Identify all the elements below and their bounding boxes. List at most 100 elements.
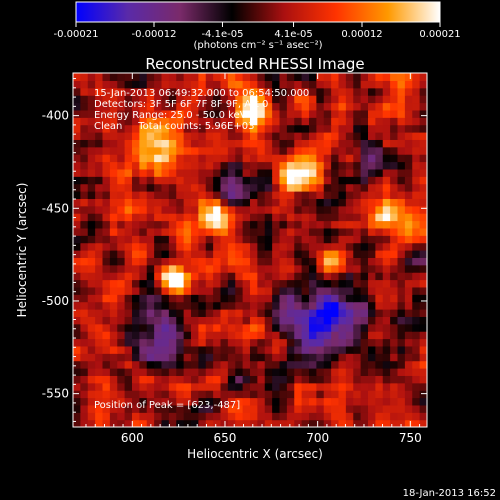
heatmap-cell [390,109,399,118]
heatmap-cell [117,117,126,126]
heatmap-cell [154,331,163,340]
heatmap-cell [191,205,199,214]
heatmap-cell [183,323,192,332]
heatmap-cell [161,235,170,244]
heatmap-cell [368,102,376,111]
heatmap-cell [183,382,192,391]
heatmap-cell [146,176,155,185]
heatmap-cell [168,73,177,81]
heatmap-cell [250,382,258,391]
heatmap-cell [87,109,96,118]
heatmap-cell [146,183,155,192]
heatmap-cell [124,80,133,89]
heatmap-cell [382,264,391,273]
heatmap-cell [183,294,192,303]
heatmap-cell [102,102,111,111]
heatmap-cell [235,257,244,266]
heatmap-cell [272,80,281,89]
heatmap-cell [360,235,369,244]
heatmap-cell [80,227,89,236]
heatmap-cell [154,257,163,266]
heatmap-cell [412,132,421,140]
heatmap-cell [191,154,199,163]
heatmap-cell [73,176,81,185]
heatmap-cell [309,257,317,266]
heatmap-cell [257,257,266,266]
heatmap-cell [117,205,126,214]
heatmap-cell [375,331,384,340]
heatmap-cell [397,87,406,96]
heatmap-cell [80,309,89,317]
heatmap-cell [205,235,214,244]
heatmap-cell [404,191,413,199]
heatmap-cell [331,250,340,258]
heatmap-cell [286,353,295,362]
heatmap-cell [309,279,317,288]
heatmap-cell [397,301,406,310]
heatmap-cell [338,404,347,413]
heatmap-cell [191,198,199,207]
heatmap-cell [154,404,163,413]
heatmap-cell [264,368,273,376]
heatmap-cell [294,168,303,177]
heatmap-cell [360,264,369,273]
heatmap-cell [279,168,288,177]
heatmap-cell [183,87,192,96]
heatmap-cell [87,227,96,236]
heatmap-cell [286,124,295,133]
annotation-detectors: Detectors: 3F 5F 6F 7F 8F 9F, Att 0 [94,99,268,110]
heatmap-cell [73,382,81,391]
heatmap-cell [368,390,376,399]
heatmap-cell [375,412,384,421]
heatmap-cell [213,338,222,347]
heatmap-cell [132,397,140,406]
heatmap-cell [419,368,427,376]
heatmap-cell [375,87,384,96]
heatmap-cell [139,161,148,170]
heatmap-cell [390,368,399,376]
heatmap-cell [294,198,303,207]
heatmap-cell [323,80,332,89]
heatmap-cell [338,338,347,347]
heatmap-cell [220,95,229,104]
heatmap-cell [250,117,258,126]
heatmap-cell [191,80,199,89]
heatmap-cell [397,183,406,192]
heatmap-cell [168,286,177,295]
heatmap-cell [117,323,126,332]
heatmap-cell [73,117,81,126]
heatmap-cell [323,368,332,376]
heatmap-cell [382,397,391,406]
colorbar-unit-label: (photons cm⁻² s⁻¹ asec⁻²) [193,40,322,51]
heatmap-cell [235,80,244,89]
heatmap-cell [102,183,111,192]
heatmap-cell [161,227,170,236]
heatmap-cell [257,168,266,177]
heatmap-cell [419,191,427,199]
heatmap-cell [404,176,413,185]
heatmap-cell [250,404,258,413]
heatmap-cell [419,279,427,288]
heatmap-cell [146,117,155,126]
heatmap-cell [198,183,207,192]
heatmap-cell [382,73,391,81]
heatmap-cell [73,124,81,133]
heatmap-cell [191,124,199,133]
heatmap-cell [279,404,288,413]
heatmap-cell [146,301,155,310]
heatmap-cell [294,368,303,376]
heatmap-cell [132,146,140,155]
heatmap-cell [154,161,163,170]
heatmap-cell [257,205,266,214]
heatmap-cell [124,331,133,340]
heatmap-cell [257,80,266,89]
heatmap-cell [257,87,266,96]
heatmap-cell [316,183,325,192]
heatmap-cell [360,161,369,170]
annotation-block: 15-Jan-2013 06:49:32.000 to 06:54:50.000… [94,88,309,411]
colorbar-tick-label: -0.00021 [54,29,99,40]
heatmap-cell [117,353,126,362]
heatmap-cell [382,235,391,244]
heatmap-cell [146,227,155,236]
heatmap-cell [102,220,111,229]
